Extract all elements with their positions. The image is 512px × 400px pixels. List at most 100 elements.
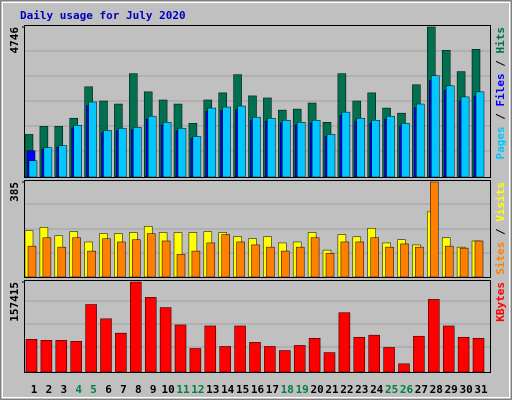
x-tick-label: 1 [31,383,38,396]
legend: Sites / Visits [494,182,507,275]
bar [147,115,157,178]
x-tick-label: 8 [135,383,142,396]
bar [130,281,142,373]
bar [308,337,321,373]
x-tick-label: 28 [430,383,443,396]
bar [222,106,231,178]
bar [338,312,351,373]
bar [55,340,68,373]
legend-entry: Sites [494,242,507,275]
x-tick-label: 23 [355,383,368,396]
bar [251,244,260,278]
x-tick-label: 30 [459,383,472,396]
x-tick-label: 31 [474,383,488,396]
y-tick-label: 385 [8,182,21,202]
bar [279,350,291,373]
bar [430,181,439,278]
x-tick-label: 16 [251,383,265,396]
bar [356,117,366,178]
bar [115,332,127,373]
bar [326,134,336,178]
bar [162,122,172,178]
x-tick-label: 4 [75,383,82,396]
bar [353,336,366,373]
x-tick-label: 10 [161,383,174,396]
bar [234,325,246,373]
bar [368,334,380,373]
bar [264,346,276,373]
bar [323,352,336,373]
bar [70,341,82,373]
bar [159,307,172,373]
bar [474,240,484,278]
bar [413,335,425,373]
bar [42,237,52,278]
bar [415,246,424,278]
bar [267,117,276,178]
bar [385,246,394,278]
bar [355,241,365,278]
bar [295,246,305,278]
bar [401,123,410,178]
bar [383,347,395,373]
bar [177,128,187,178]
bar [428,299,440,373]
legend-separator: / [494,222,507,242]
chart-title: Daily usage for July 2020 [20,9,186,22]
bar [144,297,157,373]
bar [88,101,97,178]
bar [87,250,96,278]
x-tick-label: 26 [400,383,414,396]
legend: KBytes [494,282,507,322]
bar [57,246,67,278]
bar [252,116,261,178]
x-tick-label: 18 [281,383,294,396]
y-tick-label: 157415 [8,282,21,322]
bar [191,250,201,278]
x-tick-label: 20 [310,383,323,396]
legend-separator: / [494,107,507,127]
bar [475,91,485,178]
bar [371,119,380,178]
x-tick-label: 25 [385,383,398,396]
bar [192,136,202,178]
bar [370,237,379,278]
bar [58,145,68,178]
bar [204,325,217,373]
x-tick-label: 17 [266,383,279,396]
bar [249,342,261,373]
x-tick-label: 12 [191,383,204,396]
legend-entry: Visits [494,182,507,222]
bar [325,253,335,278]
bar [472,337,485,373]
bar [146,233,156,278]
bar [161,240,171,278]
legend-entry: Hits [494,27,507,54]
bar [72,237,81,278]
x-tick-label: 19 [296,383,309,396]
bar [102,238,111,278]
bar [386,115,395,178]
legend-entry: KBytes [494,282,507,322]
x-tick-label: 15 [236,383,249,396]
bar [43,147,53,178]
bar [416,103,425,178]
x-tick-label: 21 [325,383,339,396]
x-tick-label: 5 [90,383,97,396]
x-tick-label: 11 [176,383,190,396]
bar [207,107,217,178]
x-tick-label: 27 [415,383,428,396]
bar [310,237,320,278]
bar [236,241,245,278]
bar [206,242,216,278]
bar [457,336,470,373]
bar [431,75,440,178]
legend-entry: Files [494,73,507,106]
x-tick-label: 2 [46,383,53,396]
bar [100,318,112,373]
bar [118,128,127,178]
bar [27,245,37,278]
bar [266,246,275,278]
